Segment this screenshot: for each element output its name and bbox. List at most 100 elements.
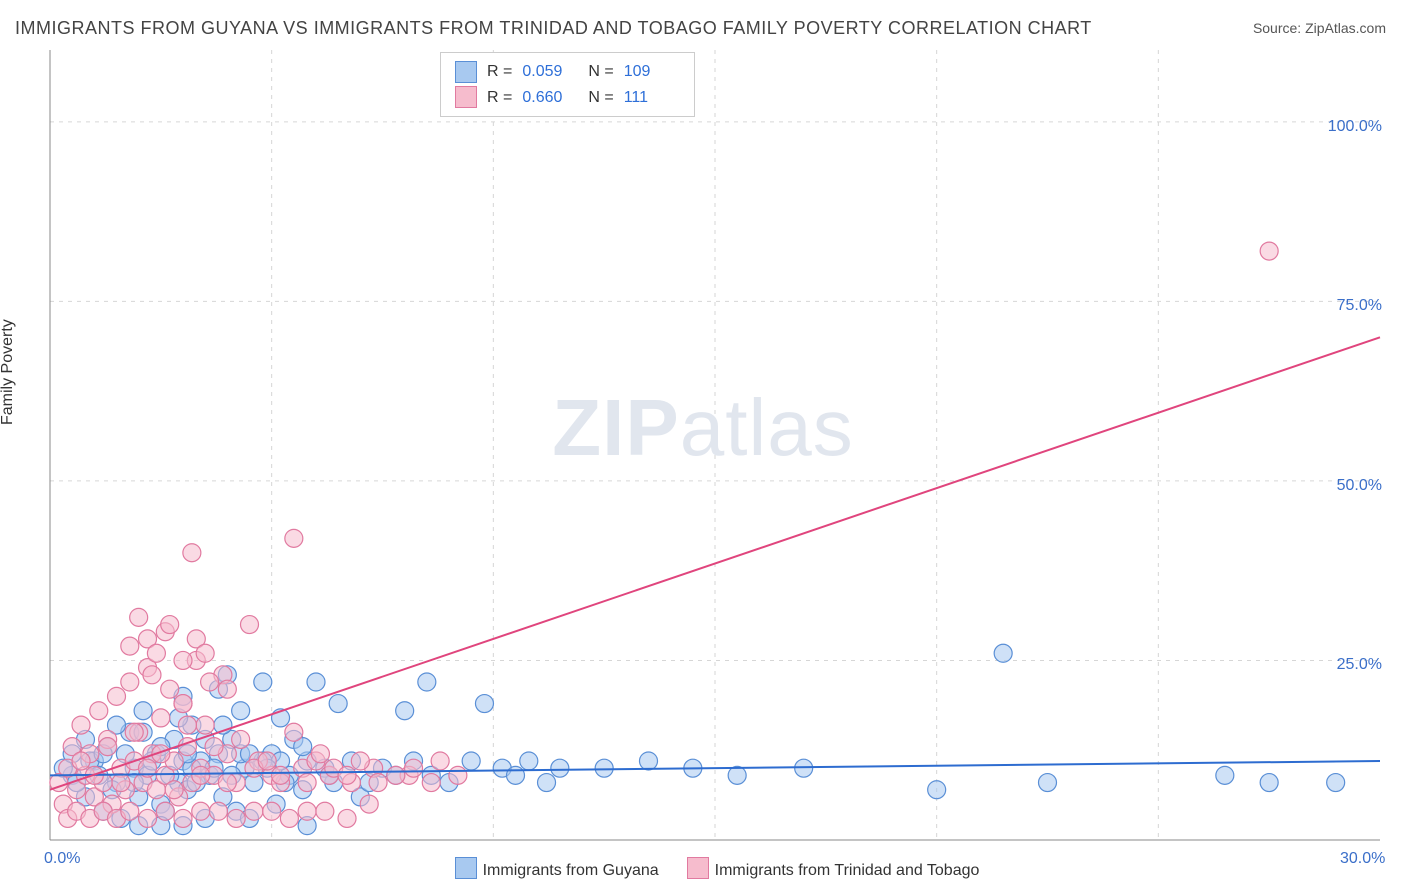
data-point — [272, 766, 290, 784]
data-point — [121, 637, 139, 655]
data-point — [728, 766, 746, 784]
data-point — [209, 802, 227, 820]
data-point — [139, 809, 157, 827]
correlation-stats-box: R =0.059N =109R =0.660N =111 — [440, 52, 695, 117]
data-point — [462, 752, 480, 770]
data-point — [280, 809, 298, 827]
data-point — [72, 752, 90, 770]
data-point — [201, 673, 219, 691]
data-point — [595, 759, 613, 777]
data-point — [90, 702, 108, 720]
chart-title: IMMIGRANTS FROM GUYANA VS IMMIGRANTS FRO… — [15, 18, 1092, 39]
data-point — [205, 738, 223, 756]
regression-line — [50, 337, 1380, 789]
data-point — [232, 702, 250, 720]
data-point — [232, 730, 250, 748]
data-point — [196, 644, 214, 662]
data-point — [640, 752, 658, 770]
legend-label: Immigrants from Guyana — [483, 862, 659, 879]
data-point — [192, 766, 210, 784]
data-point — [174, 809, 192, 827]
data-point — [156, 802, 174, 820]
data-point — [1327, 774, 1345, 792]
data-point — [338, 809, 356, 827]
legend-label: Immigrants from Trinidad and Tobago — [715, 862, 980, 879]
data-point — [338, 766, 356, 784]
source-label: Source: ZipAtlas.com — [1253, 20, 1386, 36]
data-point — [316, 802, 334, 820]
data-point — [520, 752, 538, 770]
x-tick-label: 30.0% — [1340, 850, 1385, 868]
data-point — [196, 716, 214, 734]
data-point — [218, 680, 236, 698]
data-point — [165, 781, 183, 799]
data-point — [1216, 766, 1234, 784]
series-legend: Immigrants from Guyana Immigrants from Tr… — [0, 857, 1406, 880]
data-point — [449, 766, 467, 784]
data-point — [227, 809, 245, 827]
data-point — [174, 651, 192, 669]
data-point — [121, 802, 139, 820]
data-point — [507, 766, 525, 784]
data-point — [72, 716, 90, 734]
data-point — [263, 802, 281, 820]
data-point — [143, 666, 161, 684]
data-point — [387, 766, 405, 784]
data-point — [125, 723, 143, 741]
data-point — [241, 616, 259, 634]
data-point — [121, 673, 139, 691]
y-tick-label: 100.0% — [1328, 118, 1382, 136]
y-tick-label: 25.0% — [1337, 656, 1382, 674]
data-point — [307, 673, 325, 691]
data-point — [551, 759, 569, 777]
data-point — [161, 616, 179, 634]
stats-row: R =0.660N =111 — [455, 85, 680, 111]
data-point — [218, 774, 236, 792]
y-tick-label: 75.0% — [1337, 297, 1382, 315]
data-point — [928, 781, 946, 799]
chart-container: IMMIGRANTS FROM GUYANA VS IMMIGRANTS FRO… — [0, 0, 1406, 892]
data-point — [475, 695, 493, 713]
data-point — [298, 802, 316, 820]
scatter-plot — [0, 0, 1406, 892]
data-point — [245, 802, 263, 820]
data-point — [254, 673, 272, 691]
data-point — [152, 709, 170, 727]
legend-swatch — [455, 857, 477, 879]
data-point — [360, 795, 378, 813]
data-point — [134, 702, 152, 720]
data-point — [285, 529, 303, 547]
legend-swatch — [455, 61, 477, 83]
data-point — [418, 673, 436, 691]
data-point — [178, 716, 196, 734]
data-point — [422, 774, 440, 792]
data-point — [369, 774, 387, 792]
data-point — [108, 687, 126, 705]
data-point — [396, 702, 414, 720]
data-point — [99, 738, 117, 756]
data-point — [329, 695, 347, 713]
data-point — [147, 644, 165, 662]
data-point — [538, 774, 556, 792]
data-point — [1260, 242, 1278, 260]
data-point — [351, 752, 369, 770]
stats-row: R =0.059N =109 — [455, 59, 680, 85]
data-point — [405, 759, 423, 777]
y-tick-label: 50.0% — [1337, 477, 1382, 495]
data-point — [1039, 774, 1057, 792]
data-point — [192, 802, 210, 820]
data-point — [1260, 774, 1278, 792]
data-point — [161, 680, 179, 698]
data-point — [298, 774, 316, 792]
data-point — [258, 752, 276, 770]
y-axis-label: Family Poverty — [0, 319, 17, 425]
data-point — [130, 608, 148, 626]
data-point — [431, 752, 449, 770]
data-point — [174, 695, 192, 713]
data-point — [994, 644, 1012, 662]
data-point — [112, 774, 130, 792]
legend-swatch — [455, 86, 477, 108]
data-point — [183, 544, 201, 562]
x-tick-label: 0.0% — [44, 850, 80, 868]
legend-swatch — [687, 857, 709, 879]
